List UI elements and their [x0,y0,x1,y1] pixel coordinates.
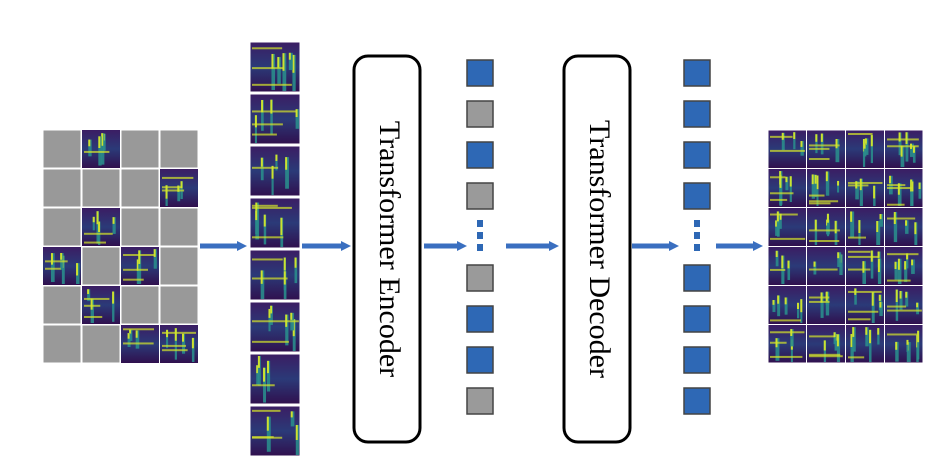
masked-input-grid [42,129,199,364]
masked-patch [81,168,121,208]
visible-patch-item [250,94,300,144]
reconstructed-patch [846,208,884,246]
reconstructed-patch [807,169,845,207]
masked-patch [120,129,160,169]
token-blue [683,59,711,87]
visible-patch-item [250,42,300,92]
reconstructed-patch [885,286,923,324]
token-gray [466,387,494,415]
reconstructed-patch [768,208,806,246]
visible-patch-item [250,250,300,300]
token-blue [683,305,711,333]
visible-patch-item [250,406,300,456]
visible-patch-item [250,146,300,196]
visible-patch [160,169,198,207]
encoder-token-column [466,59,494,415]
token-gray [466,182,494,210]
encoder-box [352,54,422,444]
reconstructed-patch [768,169,806,207]
ellipsis-dots [477,220,483,251]
visible-patch [121,325,159,363]
reconstructed-patch [885,325,923,363]
reconstructed-patch [885,247,923,285]
reconstructed-patch [768,286,806,324]
masked-patch [42,168,82,208]
reconstructed-patch [846,169,884,207]
decoder-label: Transformer Decoder [583,120,616,378]
token-blue [466,141,494,169]
transformer-decoder-block: Transformer Decoder [562,54,632,444]
token-gray [466,264,494,292]
visible-patch-item [250,354,300,404]
visible-patch [160,325,198,363]
encoder-label: Transformer Encoder [373,121,406,377]
token-blue [683,387,711,415]
masked-patch [81,324,121,364]
visible-patches-column [249,41,301,457]
visible-patch [82,130,120,168]
visible-patch [121,247,159,285]
ellipsis-dots [694,220,700,251]
masked-patch [120,207,160,247]
reconstructed-patch [885,130,923,168]
decoder-token-column [683,59,711,415]
decoder-box [562,54,632,444]
visible-patch-item [250,302,300,352]
visible-patch [43,247,81,285]
reconstructed-patch [846,247,884,285]
masked-patch [42,324,82,364]
reconstructed-patch [807,286,845,324]
token-blue [466,305,494,333]
visible-patch [82,208,120,246]
transformer-encoder-block: Transformer Encoder [352,54,422,444]
masked-patch [42,285,82,325]
reconstructed-patch [768,247,806,285]
masked-patch [42,207,82,247]
reconstructed-patch [768,325,806,363]
reconstructed-patch [768,130,806,168]
masked-patch [159,129,199,169]
reconstructed-patch [807,325,845,363]
token-blue [466,346,494,374]
masked-patch [42,129,82,169]
reconstructed-patch [807,130,845,168]
token-blue [683,346,711,374]
reconstructed-patch [807,247,845,285]
masked-patch [120,168,160,208]
reconstructed-patch [885,169,923,207]
masked-patch [81,246,121,286]
token-blue [683,100,711,128]
reconstructed-patch [846,286,884,324]
token-blue [683,182,711,210]
masked-patch [120,285,160,325]
masked-patch [159,207,199,247]
visible-patch [82,286,120,324]
token-blue [466,59,494,87]
token-gray [466,100,494,128]
reconstructed-patch [885,208,923,246]
masked-patch [159,246,199,286]
reconstructed-patch [807,208,845,246]
reconstructed-patch [846,130,884,168]
masked-patch [159,285,199,325]
token-blue [683,141,711,169]
token-blue [683,264,711,292]
reconstructed-patch [846,325,884,363]
reconstructed-output-grid [767,129,924,364]
visible-patch-item [250,198,300,248]
